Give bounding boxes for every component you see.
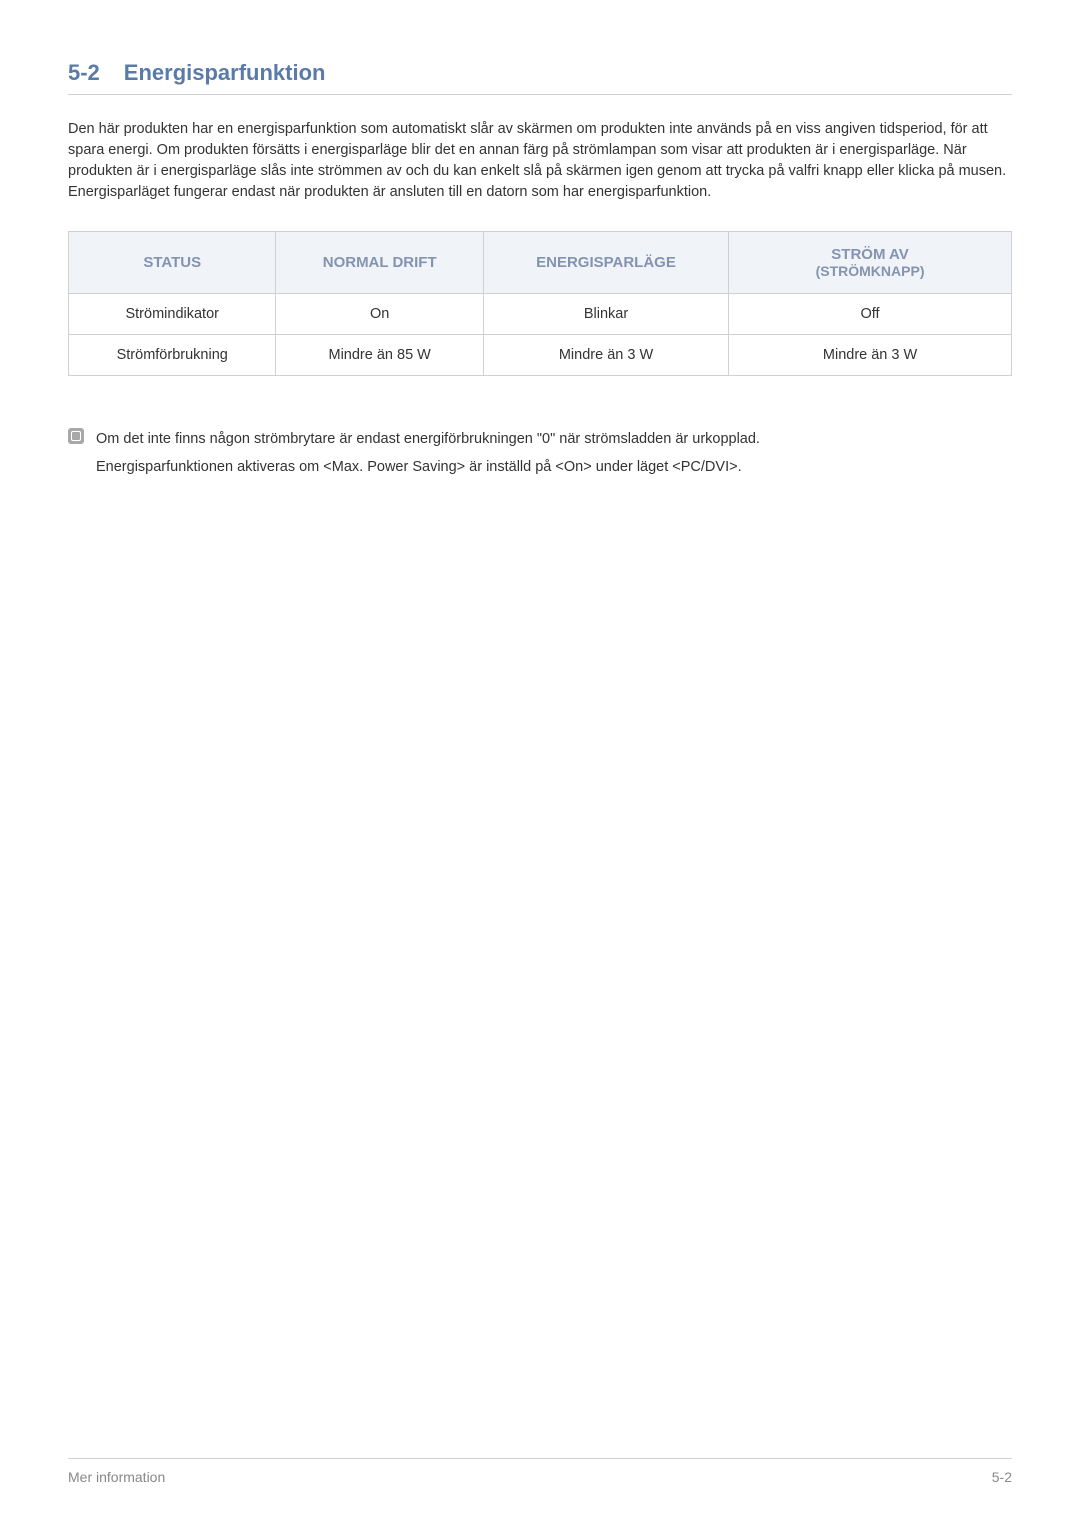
header-energy: ENERGISPARLÄGE xyxy=(483,232,728,294)
section-title: Energisparfunktion xyxy=(124,60,326,85)
cell-normal: Mindre än 85 W xyxy=(276,335,483,376)
header-status: STATUS xyxy=(69,232,276,294)
note-line2: Energisparfunktionen aktiveras om <Max. … xyxy=(96,454,760,482)
section-heading: 5-2 Energisparfunktion xyxy=(68,60,1012,95)
header-normal: NORMAL DRIFT xyxy=(276,232,483,294)
cell-status: Strömförbrukning xyxy=(69,335,276,376)
cell-normal: On xyxy=(276,294,483,335)
header-power-line2: (STRÖMKNAPP) xyxy=(737,263,1003,279)
footer-left: Mer information xyxy=(68,1469,165,1485)
note-text: Om det inte finns någon strömbrytare är … xyxy=(96,426,760,481)
cell-power: Mindre än 3 W xyxy=(729,335,1012,376)
note-block: Om det inte finns någon strömbrytare är … xyxy=(68,426,1012,481)
note-icon xyxy=(68,428,84,444)
footer-right: 5-2 xyxy=(992,1469,1012,1485)
cell-status: Strömindikator xyxy=(69,294,276,335)
section-number: 5-2 xyxy=(68,60,100,85)
cell-power: Off xyxy=(729,294,1012,335)
note-line1: Om det inte finns någon strömbrytare är … xyxy=(96,426,760,454)
header-power: STRÖM AV (STRÖMKNAPP) xyxy=(729,232,1012,294)
power-table: STATUS NORMAL DRIFT ENERGISPARLÄGE STRÖM… xyxy=(68,231,1012,376)
cell-energy: Blinkar xyxy=(483,294,728,335)
table-row: Strömförbrukning Mindre än 85 W Mindre ä… xyxy=(69,335,1012,376)
page-footer: Mer information 5-2 xyxy=(68,1458,1012,1485)
cell-energy: Mindre än 3 W xyxy=(483,335,728,376)
table-row: Strömindikator On Blinkar Off xyxy=(69,294,1012,335)
header-power-line1: STRÖM AV xyxy=(831,246,909,263)
intro-paragraph: Den här produkten har en energisparfunkt… xyxy=(68,119,1012,203)
table-header-row: STATUS NORMAL DRIFT ENERGISPARLÄGE STRÖM… xyxy=(69,232,1012,294)
